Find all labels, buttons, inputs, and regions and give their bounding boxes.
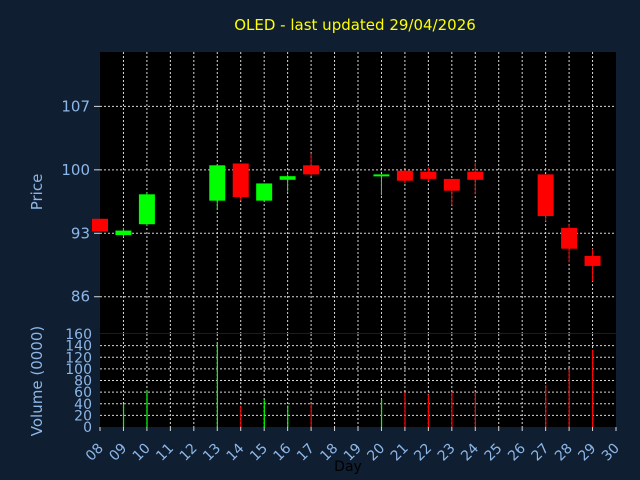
- x-tick-label: 24: [458, 440, 482, 464]
- x-tick-label: 16: [271, 440, 295, 464]
- price-axis-label: Price: [28, 174, 46, 211]
- x-tick-label: 27: [529, 441, 553, 465]
- candlestick-series: [92, 153, 601, 282]
- volume-bar: [287, 405, 289, 427]
- volume-bar: [310, 403, 312, 427]
- volume-tick-label: 120: [65, 350, 92, 366]
- volume-bar: [427, 394, 430, 427]
- x-tick-label: 26: [505, 440, 529, 464]
- volume-bar: [404, 392, 406, 427]
- candle: [467, 162, 484, 195]
- price-tick-label: 100: [61, 161, 90, 179]
- candle: [256, 183, 273, 201]
- volume-tick-label: 0: [83, 420, 92, 436]
- candle-body: [443, 178, 460, 191]
- x-tick-label: 11: [153, 441, 177, 465]
- volume-bar: [263, 400, 265, 427]
- x-tick-label: 30: [599, 441, 623, 465]
- volume-tick-label: 80: [74, 374, 92, 390]
- volume-tick-label: 160: [65, 327, 92, 343]
- volume-bar: [122, 403, 125, 427]
- candle: [373, 174, 390, 196]
- volume-tick-label: 100: [65, 362, 92, 378]
- chart-title: OLED - last updated 29/04/2026: [234, 16, 476, 34]
- price-tick-label: 93: [71, 224, 90, 242]
- volume-bar: [380, 399, 383, 427]
- candle: [92, 218, 108, 232]
- x-axis-label: Day: [334, 459, 362, 475]
- candle-body: [561, 227, 578, 249]
- price-tick-label: 107: [61, 97, 90, 115]
- x-tick-label: 23: [435, 441, 459, 465]
- x-tick-label: 22: [411, 441, 435, 465]
- x-tick-label: 20: [364, 441, 388, 465]
- candle-body: [256, 183, 273, 201]
- candle: [279, 174, 296, 192]
- x-tick-label: 21: [388, 441, 412, 465]
- candle-body: [467, 171, 484, 180]
- volume-series: [122, 342, 594, 427]
- candle-body: [279, 176, 296, 180]
- candle: [138, 192, 155, 227]
- candle-body: [138, 194, 155, 225]
- x-tick-label: 17: [294, 441, 318, 465]
- candle: [584, 248, 601, 282]
- x-tick-label: 14: [224, 440, 248, 464]
- x-tick-label: 29: [575, 441, 599, 465]
- candle-body: [209, 165, 226, 201]
- volume-bar: [146, 390, 148, 427]
- candle: [561, 224, 578, 263]
- x-tick-label: 13: [200, 441, 224, 465]
- volume-axis-label: Volume (0000): [28, 326, 46, 436]
- price-tick-label: 86: [71, 288, 90, 306]
- volume-bar: [474, 392, 476, 427]
- candle-body: [584, 255, 601, 266]
- volume-bar: [568, 368, 570, 427]
- candle: [396, 169, 413, 184]
- volume-tick-label: 140: [65, 339, 92, 355]
- candle-body: [232, 163, 249, 198]
- candle: [115, 227, 132, 237]
- candle-body: [92, 218, 108, 232]
- volume-tick-label: 40: [74, 397, 92, 413]
- volume-bar: [216, 342, 218, 427]
- volume-bar: [592, 349, 594, 427]
- candle: [420, 167, 437, 182]
- volume-tick-label: 20: [74, 408, 92, 424]
- candle-body: [396, 170, 413, 181]
- x-tick-label: 09: [106, 441, 130, 465]
- candle: [303, 153, 320, 177]
- x-tick-label: 15: [247, 441, 271, 465]
- volume-bar: [451, 392, 453, 427]
- candle-body: [420, 171, 437, 179]
- volume-bar: [240, 406, 242, 427]
- candle: [537, 174, 554, 222]
- x-tick-label: 12: [177, 441, 201, 465]
- x-tick-label: 08: [83, 441, 107, 465]
- x-tick-label: 25: [482, 441, 506, 465]
- candle: [209, 164, 226, 210]
- price-y-ticks: 107 100 93 86: [61, 97, 100, 306]
- candle-body: [373, 174, 390, 177]
- candle: [443, 178, 460, 206]
- x-tick-label: 28: [552, 441, 576, 465]
- x-tick-label: 10: [130, 441, 154, 465]
- candle-body: [537, 174, 554, 217]
- volume-tick-label: 60: [74, 385, 92, 401]
- candle: [232, 163, 249, 201]
- candle-body: [115, 230, 132, 236]
- volume-bar: [545, 385, 547, 427]
- candle-body: [303, 165, 320, 175]
